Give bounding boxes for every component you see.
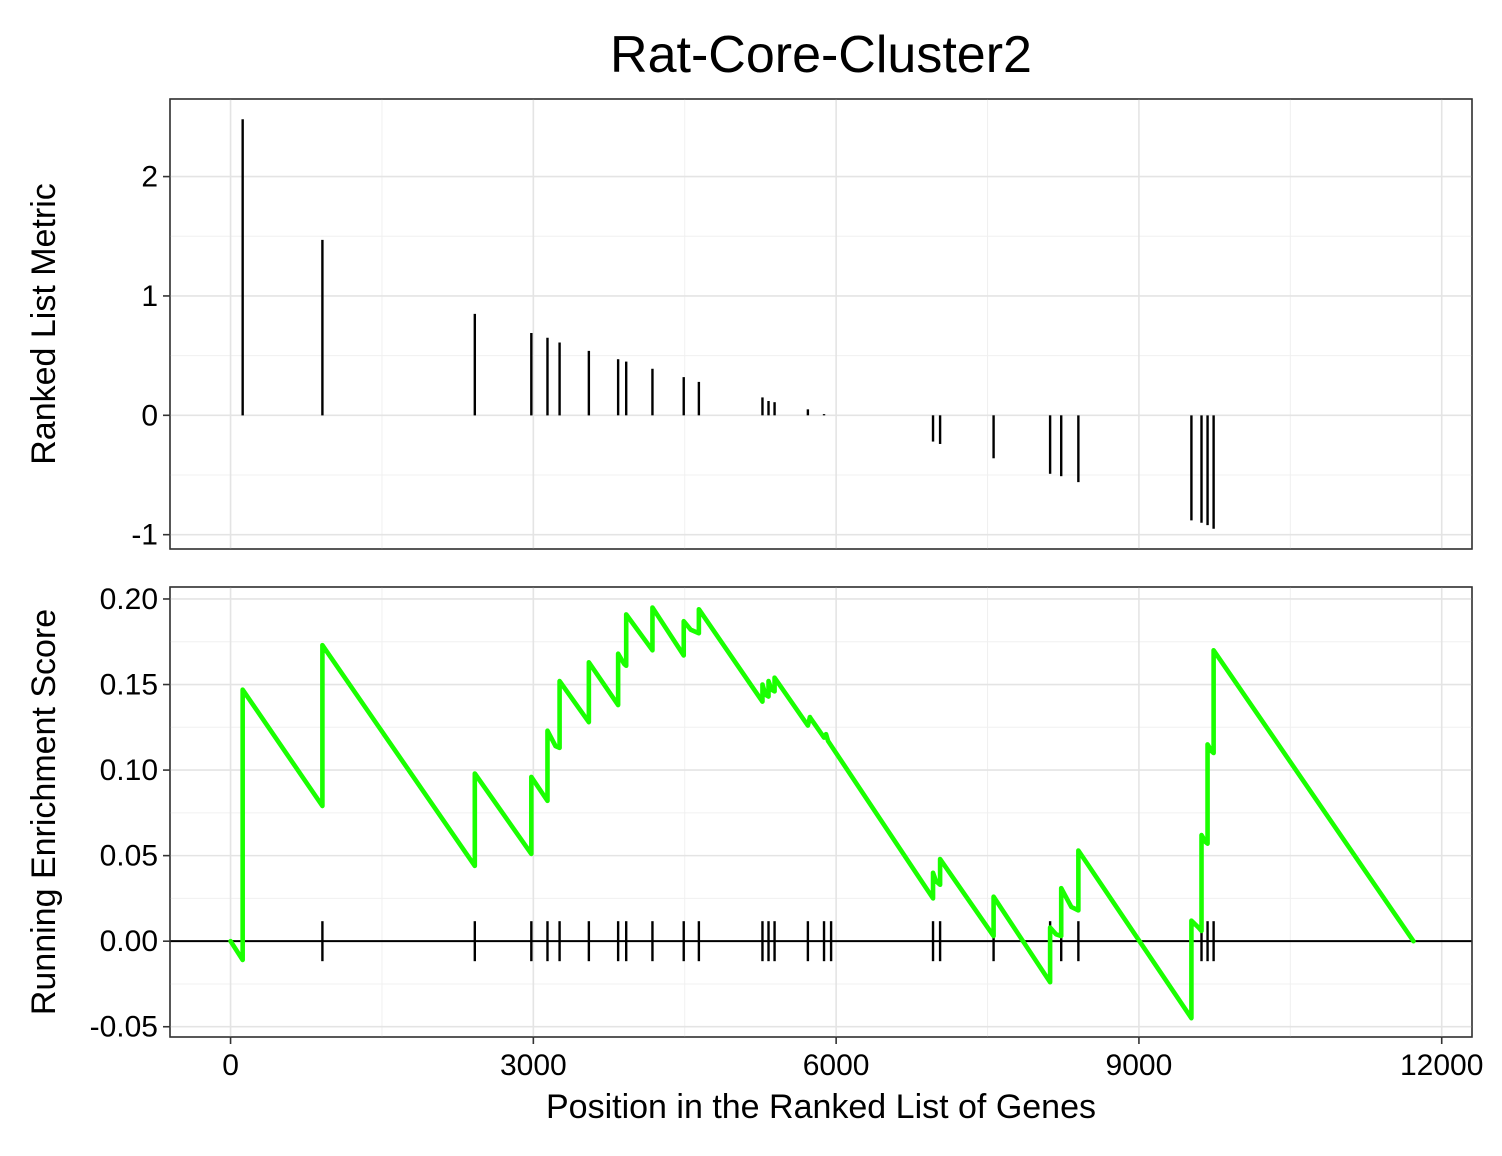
ranked-metric-y-tick-label: 0 [141,399,158,432]
running-enrichment-panel-background [169,586,1473,1038]
x-tick-label: 3000 [500,1049,567,1082]
running-enrichment-y-tick-label: -0.05 [90,1011,158,1044]
x-tick-label: 12000 [1400,1049,1483,1082]
running-enrichment-y-tick-label: 0.05 [100,840,158,873]
chart-title: Rat-Core-Cluster2 [610,26,1032,84]
running-enrichment-y-tick-label: 0.00 [100,925,158,958]
running-enrichment-y-tick-label: 0.20 [100,583,158,616]
ranked-metric-y-axis-label: Ranked List Metric [25,183,63,465]
ranked-metric-gridlines [170,99,1472,549]
ranked-metric-y-ticks: -1 0 1 2 [131,161,170,552]
x-tick-label: 6000 [803,1049,870,1082]
running-enrichment-line [228,605,1416,1021]
x-tick-label: 0 [222,1049,239,1082]
running-enrichment-panel: -0.05 0.00 0.05 0.10 0.15 0.20 Running Enrich… [25,583,1473,1044]
x-tick-label: 9000 [1106,1049,1173,1082]
running-enrichment-marks [170,605,1472,1021]
ranked-metric-panel-background [169,98,1473,550]
running-enrichment-y-tick-label: 0.10 [100,754,158,787]
running-enrichment-y-ticks: -0.05 0.00 0.05 0.10 0.15 0.20 [90,583,170,1044]
running-enrichment-y-tick-label: 0.15 [100,669,158,702]
x-axis-ticks: 0 3000 6000 9000 12000 [222,1037,1483,1082]
ranked-metric-y-tick-label: 2 [141,161,158,194]
ranked-metric-y-tick-label: -1 [131,519,158,552]
running-enrichment-y-axis-label: Running Enrichment Score [25,609,63,1015]
ranked-metric-bars [241,119,1215,529]
panel-border [169,586,1473,1038]
x-axis-label: Position in the Ranked List of Genes [546,1088,1096,1126]
panel-border [169,98,1473,550]
ranked-metric-y-tick-label: 1 [141,280,158,313]
ranked-metric-panel: -1 0 1 2 Ranked List Metric [25,98,1473,552]
